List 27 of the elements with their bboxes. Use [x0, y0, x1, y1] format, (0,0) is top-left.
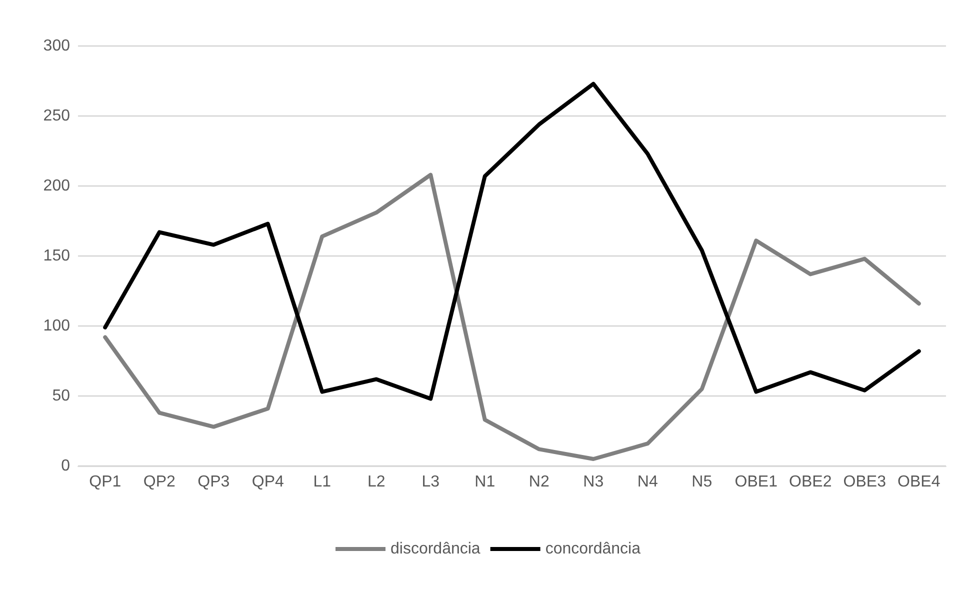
legend-label: discordância [390, 540, 480, 558]
x-tick-label: QP4 [252, 474, 284, 490]
y-tick-label: 100 [43, 318, 70, 334]
x-tick-label: L3 [422, 474, 440, 490]
x-tick-label: QP2 [143, 474, 176, 490]
x-tick-label: L1 [313, 474, 332, 490]
line-series [103, 82, 921, 401]
y-tick-label: 300 [43, 38, 70, 54]
x-tick-label: N1 [474, 474, 496, 490]
x-tick-label: L2 [367, 474, 386, 490]
x-tick-label: QP1 [89, 474, 122, 490]
x-tick-label: OBE1 [734, 474, 778, 490]
y-tick-label: 50 [52, 388, 70, 404]
line-series [103, 172, 921, 461]
x-tick-label: OBE3 [843, 474, 886, 490]
x-tick-label: OBE4 [898, 474, 940, 490]
y-tick-label: 250 [43, 108, 70, 124]
x-tick-label: OBE2 [789, 474, 832, 490]
x-tick-label: N5 [692, 474, 712, 490]
x-tick-label: QP3 [198, 474, 230, 490]
x-tick-label: N2 [528, 474, 550, 490]
x-tick-label: N3 [583, 474, 604, 490]
y-tick-label: 200 [43, 178, 70, 194]
y-tick-label: 0 [61, 458, 70, 474]
legend-label: concordância [545, 540, 641, 558]
y-tick-label: 150 [43, 248, 70, 264]
x-tick-label: N4 [637, 474, 658, 490]
